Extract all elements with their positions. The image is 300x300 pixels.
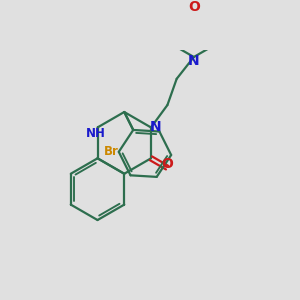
Text: O: O [188, 0, 200, 14]
Text: N: N [188, 54, 200, 68]
Text: NH: NH [86, 127, 106, 140]
Text: O: O [161, 158, 173, 172]
Text: Br: Br [103, 145, 118, 158]
Text: N: N [150, 120, 161, 134]
